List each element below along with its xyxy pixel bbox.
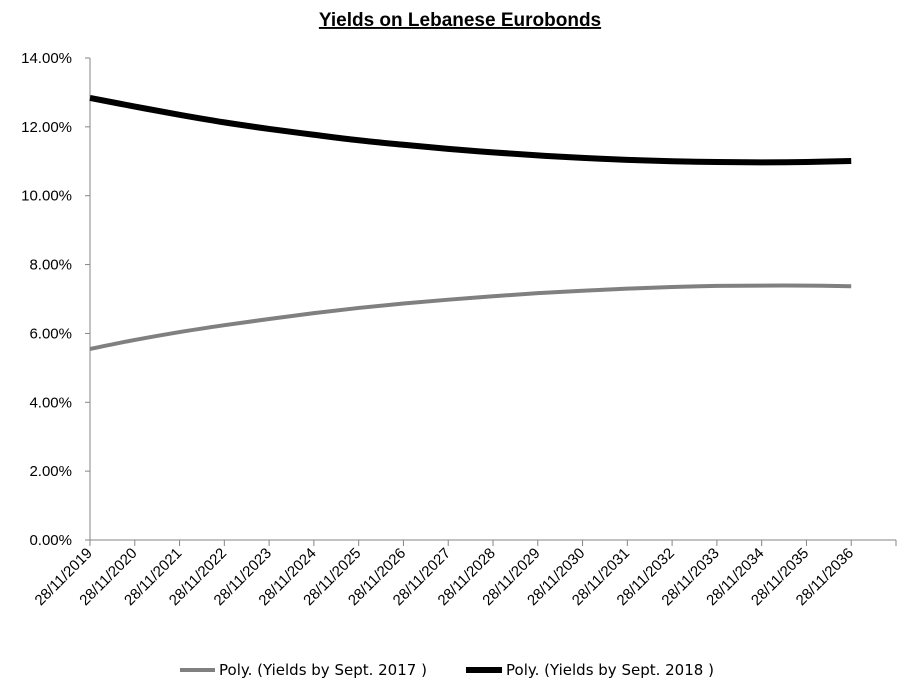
legend-item-2018: Poly. (Yields by Sept. 2018 ) xyxy=(466,661,714,679)
series-line-2017 xyxy=(89,283,852,351)
y-tick-label: 6.00% xyxy=(29,325,72,342)
series-lines xyxy=(89,94,852,351)
y-tick-label: 14.00% xyxy=(21,50,72,67)
chart-title: Yields on Lebanese Eurobonds xyxy=(319,10,601,31)
y-tick-label: 8.00% xyxy=(29,257,72,274)
y-tick-label: 12.00% xyxy=(21,119,72,136)
axes: 0.00% 2.00% 4.00% 6.00% 8.00% 10.00% 12.00% 14.… xyxy=(21,50,897,609)
legend: Poly. (Yields by Sept. 2017 ) Poly. (Yiel… xyxy=(180,661,714,679)
legend-item-2017: Poly. (Yields by Sept. 2017 ) xyxy=(180,661,427,679)
legend-label: Poly. (Yields by Sept. 2018 ) xyxy=(506,661,714,679)
y-tick-label: 10.00% xyxy=(21,188,72,205)
y-tick-label: 4.00% xyxy=(29,394,72,411)
legend-label: Poly. (Yields by Sept. 2017 ) xyxy=(219,661,427,679)
series-line-2018 xyxy=(89,94,852,166)
y-tick-label: 0.00% xyxy=(29,532,72,549)
y-tick-label: 2.00% xyxy=(29,463,72,480)
